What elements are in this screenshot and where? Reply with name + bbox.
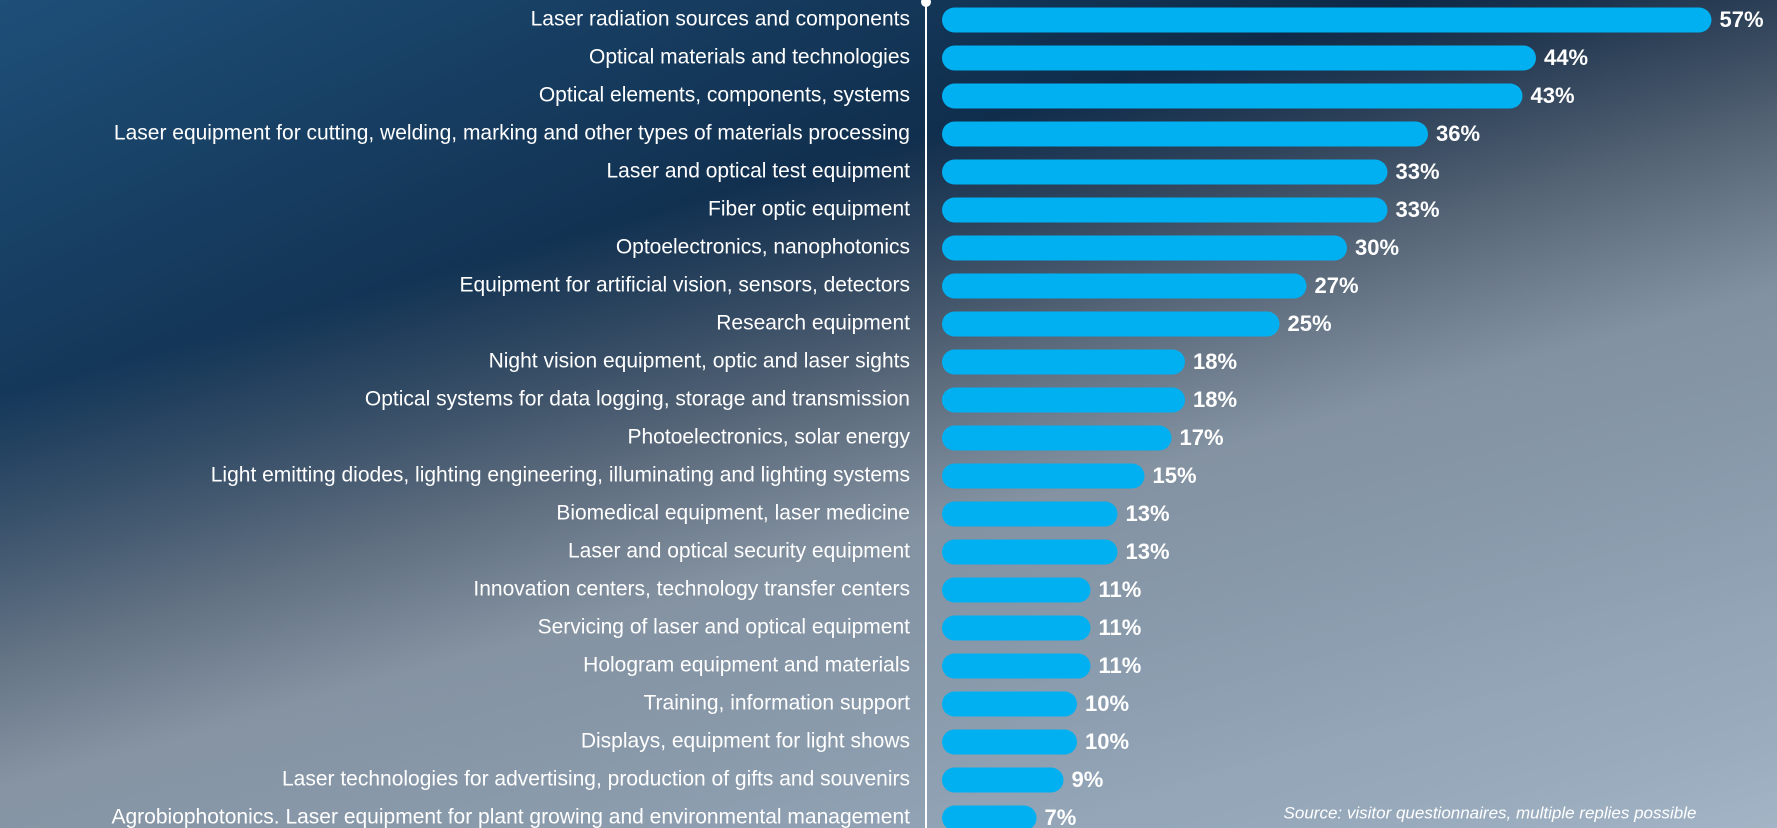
bar <box>942 160 1388 185</box>
category-label: Research equipment <box>716 312 910 335</box>
category-label: Laser and optical security equipment <box>568 540 910 563</box>
value-label: 13% <box>1126 539 1170 564</box>
value-label: 7% <box>1045 805 1077 828</box>
category-label: Equipment for artificial vision, sensors… <box>459 274 910 297</box>
category-label: Laser radiation sources and components <box>531 8 910 31</box>
category-label: Laser technologies for advertising, prod… <box>282 768 910 791</box>
chart: Source: visitor questionnaires, multiple… <box>0 0 1777 828</box>
value-label: 27% <box>1315 273 1359 298</box>
category-label: Optical elements, components, systems <box>539 84 910 107</box>
category-label: Biomedical equipment, laser medicine <box>556 502 910 525</box>
bar <box>942 464 1145 489</box>
value-label: 11% <box>1099 577 1142 602</box>
value-label: 33% <box>1396 159 1440 184</box>
bar <box>942 236 1347 261</box>
bar <box>942 578 1091 603</box>
bar <box>942 122 1428 147</box>
category-label: Agrobiophotonics. Laser equipment for pl… <box>112 806 911 828</box>
category-label: Light emitting diodes, lighting engineer… <box>211 464 910 487</box>
bar <box>942 46 1536 71</box>
category-label: Displays, equipment for light shows <box>581 730 910 753</box>
value-label: 9% <box>1072 767 1104 792</box>
bar <box>942 806 1037 828</box>
bar <box>942 312 1280 337</box>
category-label: Innovation centers, technology transfer … <box>473 578 910 601</box>
category-label: Laser and optical test equipment <box>606 160 910 183</box>
bar <box>942 616 1091 641</box>
value-label: 33% <box>1396 197 1440 222</box>
bar <box>942 350 1185 375</box>
category-label: Photoelectronics, solar energy <box>628 426 911 449</box>
value-label: 13% <box>1126 501 1170 526</box>
bar <box>942 654 1091 679</box>
category-label: Laser equipment for cutting, welding, ma… <box>114 122 910 145</box>
value-label: 17% <box>1180 425 1224 450</box>
bar <box>942 426 1172 451</box>
value-label: 10% <box>1085 729 1129 754</box>
category-label: Training, information support <box>643 692 910 715</box>
value-label: 11% <box>1099 653 1142 678</box>
value-label: 18% <box>1193 387 1237 412</box>
bar <box>942 768 1064 793</box>
bar <box>942 730 1077 755</box>
category-label: Optical materials and technologies <box>589 46 910 69</box>
page: {"chart_data": {"type": "bar", "orientat… <box>0 0 1777 828</box>
source-note: Source: visitor questionnaires, multiple… <box>1284 803 1697 822</box>
bar <box>942 692 1077 717</box>
category-label: Optical systems for data logging, storag… <box>365 388 910 411</box>
bar <box>942 198 1388 223</box>
category-label: Optoelectronics, nanophotonics <box>616 236 910 259</box>
bar <box>942 8 1712 33</box>
category-label: Fiber optic equipment <box>708 198 910 221</box>
category-label: Hologram equipment and materials <box>583 654 910 677</box>
value-label: 10% <box>1085 691 1129 716</box>
value-label: 36% <box>1436 121 1480 146</box>
value-label: 11% <box>1099 615 1142 640</box>
value-label: 43% <box>1531 83 1575 108</box>
value-label: 18% <box>1193 349 1237 374</box>
bar <box>942 540 1118 565</box>
bar <box>942 84 1523 109</box>
value-label: 15% <box>1153 463 1197 488</box>
category-label: Servicing of laser and optical equipment <box>538 616 911 639</box>
value-label: 30% <box>1355 235 1399 260</box>
bar <box>942 502 1118 527</box>
bar <box>942 388 1185 413</box>
value-label: 44% <box>1544 45 1588 70</box>
value-label: 25% <box>1288 311 1332 336</box>
bar <box>942 274 1307 299</box>
category-label: Night vision equipment, optic and laser … <box>489 350 910 373</box>
value-label: 57% <box>1720 7 1764 32</box>
